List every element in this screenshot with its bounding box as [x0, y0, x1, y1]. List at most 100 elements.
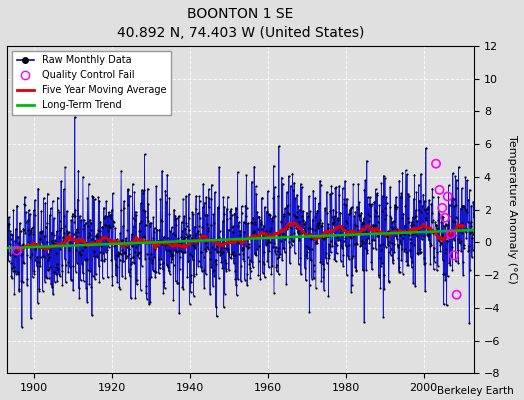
Point	[209, 268, 217, 274]
Point	[203, 220, 212, 227]
Point	[379, 314, 388, 320]
Point	[235, 240, 244, 246]
Point	[403, 215, 412, 221]
Point	[50, 269, 59, 276]
Point	[116, 230, 124, 236]
Point	[467, 202, 475, 209]
Point	[108, 190, 117, 197]
Point	[181, 226, 190, 232]
Point	[109, 218, 117, 224]
Point	[28, 274, 37, 280]
Point	[45, 257, 53, 264]
Point	[380, 286, 388, 292]
Point	[429, 229, 438, 236]
Point	[365, 201, 373, 208]
Point	[79, 226, 88, 232]
Point	[461, 227, 470, 233]
Point	[258, 258, 267, 265]
Point	[412, 189, 421, 196]
Point	[411, 214, 420, 220]
Point	[25, 242, 34, 248]
Point	[402, 258, 410, 264]
Point	[408, 219, 416, 225]
Point	[470, 214, 478, 220]
Point	[210, 273, 219, 280]
Point	[417, 171, 425, 177]
Point	[469, 198, 477, 205]
Point	[49, 291, 57, 297]
Point	[90, 248, 99, 255]
Point	[75, 242, 84, 248]
Point	[128, 243, 136, 249]
Point	[162, 247, 170, 253]
Point	[286, 260, 294, 266]
Point	[380, 216, 389, 222]
Point	[438, 205, 446, 211]
Point	[236, 228, 244, 234]
Point	[321, 205, 329, 211]
Point	[113, 240, 122, 246]
Point	[203, 243, 211, 250]
Point	[404, 190, 412, 197]
Point	[372, 246, 380, 252]
Point	[406, 248, 414, 254]
Point	[172, 215, 181, 222]
Point	[23, 252, 31, 258]
Point	[371, 212, 379, 219]
Point	[13, 247, 21, 254]
Point	[50, 278, 59, 285]
Point	[228, 224, 236, 230]
Point	[252, 191, 260, 198]
Point	[234, 276, 242, 282]
Point	[290, 250, 299, 256]
Point	[242, 172, 250, 178]
Point	[423, 210, 432, 216]
Point	[409, 214, 417, 220]
Point	[95, 197, 103, 204]
Point	[139, 234, 147, 240]
Point	[236, 232, 244, 238]
Point	[155, 226, 163, 233]
Point	[55, 209, 63, 215]
Point	[259, 231, 267, 237]
Point	[358, 219, 367, 226]
Point	[172, 221, 180, 228]
Point	[388, 240, 396, 246]
Point	[178, 228, 187, 234]
Point	[26, 244, 34, 250]
Point	[24, 227, 32, 233]
Point	[241, 202, 249, 209]
Point	[374, 233, 383, 240]
Point	[446, 235, 454, 241]
Point	[96, 234, 105, 240]
Point	[222, 260, 230, 266]
Point	[303, 249, 312, 256]
Point	[104, 244, 113, 250]
Point	[338, 232, 346, 239]
Point	[119, 223, 127, 229]
Point	[136, 286, 145, 293]
Point	[402, 249, 410, 256]
Point	[233, 214, 241, 221]
Point	[92, 271, 100, 277]
Point	[70, 213, 79, 220]
Point	[166, 228, 174, 234]
Point	[263, 258, 271, 264]
Point	[60, 212, 69, 219]
Point	[140, 233, 148, 239]
Point	[291, 214, 300, 220]
Point	[332, 250, 341, 256]
Point	[194, 228, 203, 234]
Point	[191, 223, 199, 230]
Point	[280, 245, 289, 252]
Point	[458, 203, 467, 209]
Point	[228, 229, 237, 235]
Point	[377, 229, 386, 235]
Point	[424, 206, 433, 213]
Point	[126, 266, 135, 272]
Point	[119, 258, 128, 264]
Point	[391, 233, 400, 240]
Point	[168, 224, 176, 231]
Point	[336, 237, 344, 243]
Point	[403, 171, 411, 178]
